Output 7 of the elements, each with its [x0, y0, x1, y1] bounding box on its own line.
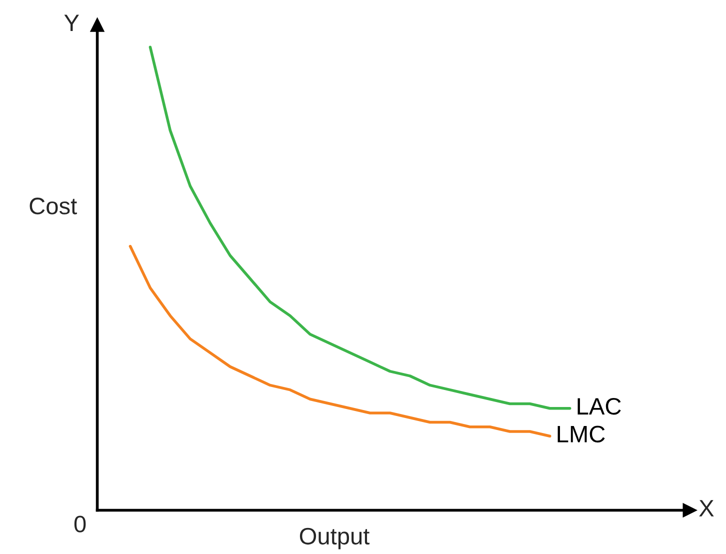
x-axis-title: Output: [300, 528, 370, 550]
text: Y: [64, 14, 79, 32]
text: X: [699, 500, 714, 516]
y-axis-title: Cost: [30, 198, 77, 214]
series-label: LMC: [558, 426, 605, 442]
text: 0: [74, 516, 86, 532]
series-label: LAC: [578, 398, 621, 415]
